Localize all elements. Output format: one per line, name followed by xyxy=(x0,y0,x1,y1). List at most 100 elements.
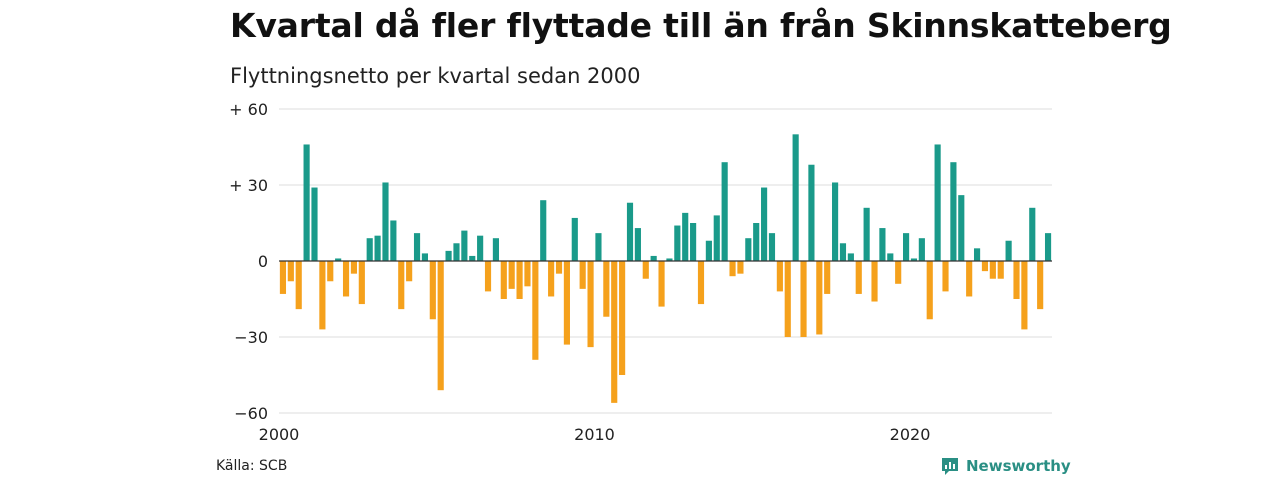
bar xyxy=(761,187,768,261)
bar xyxy=(445,250,452,261)
bar xyxy=(469,255,476,261)
bar xyxy=(705,240,712,261)
bar xyxy=(611,261,618,403)
bar xyxy=(950,162,957,261)
bar xyxy=(721,162,728,261)
bar xyxy=(350,261,358,274)
brand-logo: Newsworthy xyxy=(940,456,1071,476)
bar xyxy=(1037,261,1044,310)
bar xyxy=(808,164,815,261)
bar xyxy=(453,243,460,261)
bar xyxy=(910,258,918,261)
bar xyxy=(524,261,531,287)
newsworthy-logo-icon xyxy=(942,458,958,475)
bar xyxy=(674,225,681,261)
bar xyxy=(792,134,799,261)
bar xyxy=(342,261,350,297)
bar xyxy=(571,217,578,261)
bar xyxy=(413,233,421,261)
x-axis-labels: 2000 2010 2020 xyxy=(259,425,931,444)
y-axis-labels: + 60 + 30 0 −30 −60 xyxy=(229,100,268,423)
bar xyxy=(690,223,697,261)
bar xyxy=(540,200,547,261)
bar xyxy=(966,261,973,297)
bar xyxy=(753,223,760,261)
bar xyxy=(903,233,910,261)
bar xyxy=(579,261,586,289)
x-tick-label: 2000 xyxy=(259,425,300,444)
bar xyxy=(824,261,831,294)
bar xyxy=(879,228,886,261)
bar xyxy=(1029,207,1036,261)
bar xyxy=(934,144,941,261)
x-tick-label: 2010 xyxy=(574,425,615,444)
bar xyxy=(548,261,555,297)
bar xyxy=(642,261,649,279)
bars xyxy=(279,134,1052,403)
bar xyxy=(745,238,752,261)
bar xyxy=(682,212,689,261)
bar xyxy=(603,261,610,317)
bar xyxy=(295,261,302,310)
bar xyxy=(800,261,807,337)
bar xyxy=(484,261,492,292)
bar xyxy=(650,255,657,261)
bar xyxy=(942,261,949,292)
bar xyxy=(390,220,397,261)
bar xyxy=(279,261,287,294)
bar xyxy=(729,261,736,277)
bar xyxy=(382,182,389,261)
brand-name: Newsworthy xyxy=(966,457,1071,475)
bar xyxy=(839,243,847,261)
bar xyxy=(358,261,365,305)
bar xyxy=(563,261,570,345)
source-note: Källa: SCB xyxy=(216,458,288,474)
y-tick-label: −60 xyxy=(234,404,268,423)
bar xyxy=(1005,240,1012,261)
bar xyxy=(658,261,665,307)
bar xyxy=(555,261,563,274)
bar xyxy=(406,261,413,282)
bar xyxy=(287,261,294,282)
bar xyxy=(327,261,334,282)
bar xyxy=(311,187,318,261)
bar xyxy=(429,261,436,320)
bar xyxy=(697,261,705,305)
bar xyxy=(847,253,854,261)
bar xyxy=(1044,233,1052,261)
bar xyxy=(832,182,839,261)
bar xyxy=(626,202,634,261)
bar xyxy=(863,207,870,261)
y-tick-label: + 60 xyxy=(229,100,268,119)
bar xyxy=(895,261,902,284)
bar xyxy=(335,258,342,261)
bar xyxy=(303,144,310,261)
bar xyxy=(421,253,428,261)
bar xyxy=(926,261,933,320)
bar xyxy=(366,238,373,261)
bar xyxy=(666,258,673,261)
bar xyxy=(871,261,878,302)
bar xyxy=(918,238,925,261)
bar xyxy=(374,235,381,261)
bar xyxy=(634,228,641,261)
bar xyxy=(855,261,862,294)
bar xyxy=(997,261,1004,279)
bar xyxy=(887,253,894,261)
bar xyxy=(768,233,776,261)
bar xyxy=(595,233,602,261)
bar xyxy=(1013,261,1020,299)
bar xyxy=(516,261,523,299)
bar xyxy=(981,261,989,272)
y-tick-label: −30 xyxy=(234,328,268,347)
bar xyxy=(587,261,594,348)
bar xyxy=(508,261,515,289)
x-tick-label: 2020 xyxy=(890,425,931,444)
y-tick-label: 0 xyxy=(258,252,268,271)
bar xyxy=(492,238,499,261)
bar xyxy=(500,261,507,299)
bar xyxy=(776,261,783,292)
bar xyxy=(319,261,326,330)
bar xyxy=(737,261,744,274)
